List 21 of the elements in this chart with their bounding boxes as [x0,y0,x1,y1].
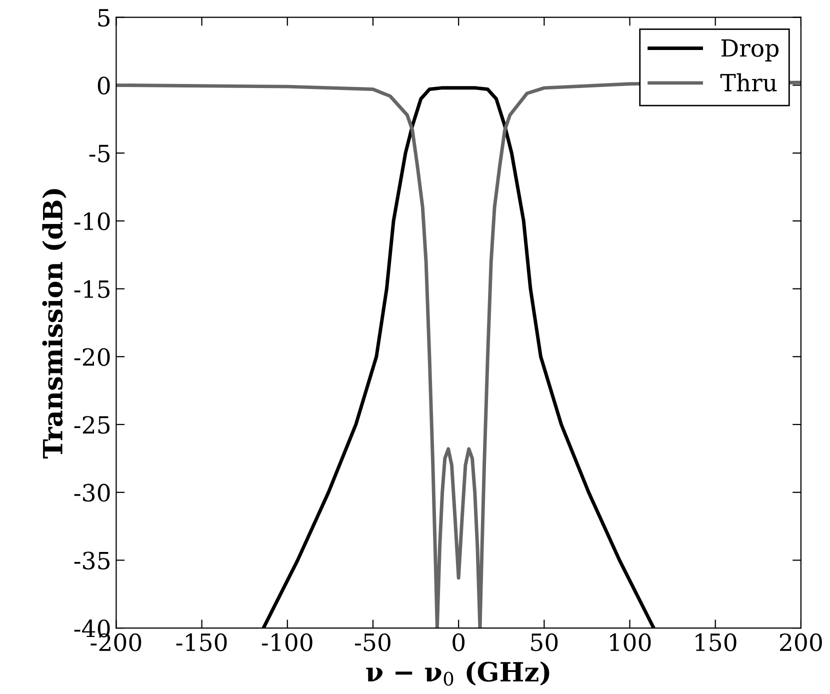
y-tick-label: 5 [98,9,110,27]
x-tick-label: -100 [262,633,312,652]
y-tick-label: -35 [74,552,110,570]
x-tick-label: 50 [531,633,558,652]
y-tick-label: -25 [74,416,110,434]
y-tick-label: -20 [74,348,110,366]
x-axis-title: ν − ν$_{0}$ (GHz) [366,661,550,686]
y-tick-label: 0 [98,76,110,95]
x-tick-label: 150 [696,633,736,652]
x-tick-label: 0 [452,633,465,652]
y-axis-title: Transmission (dB) [42,189,66,458]
x-tick-label: -150 [176,633,227,652]
y-tick-label: -15 [74,280,110,298]
y-tick-label: -5 [89,144,110,162]
legend-label: Drop [721,39,779,62]
y-tick-label: -30 [74,484,110,502]
legend-label: Thru [720,73,777,92]
x-tick-label: 100 [610,633,651,652]
x-tick-label: -50 [355,633,390,652]
x-tick-label: 200 [780,633,822,652]
y-tick-label: -10 [74,212,110,230]
